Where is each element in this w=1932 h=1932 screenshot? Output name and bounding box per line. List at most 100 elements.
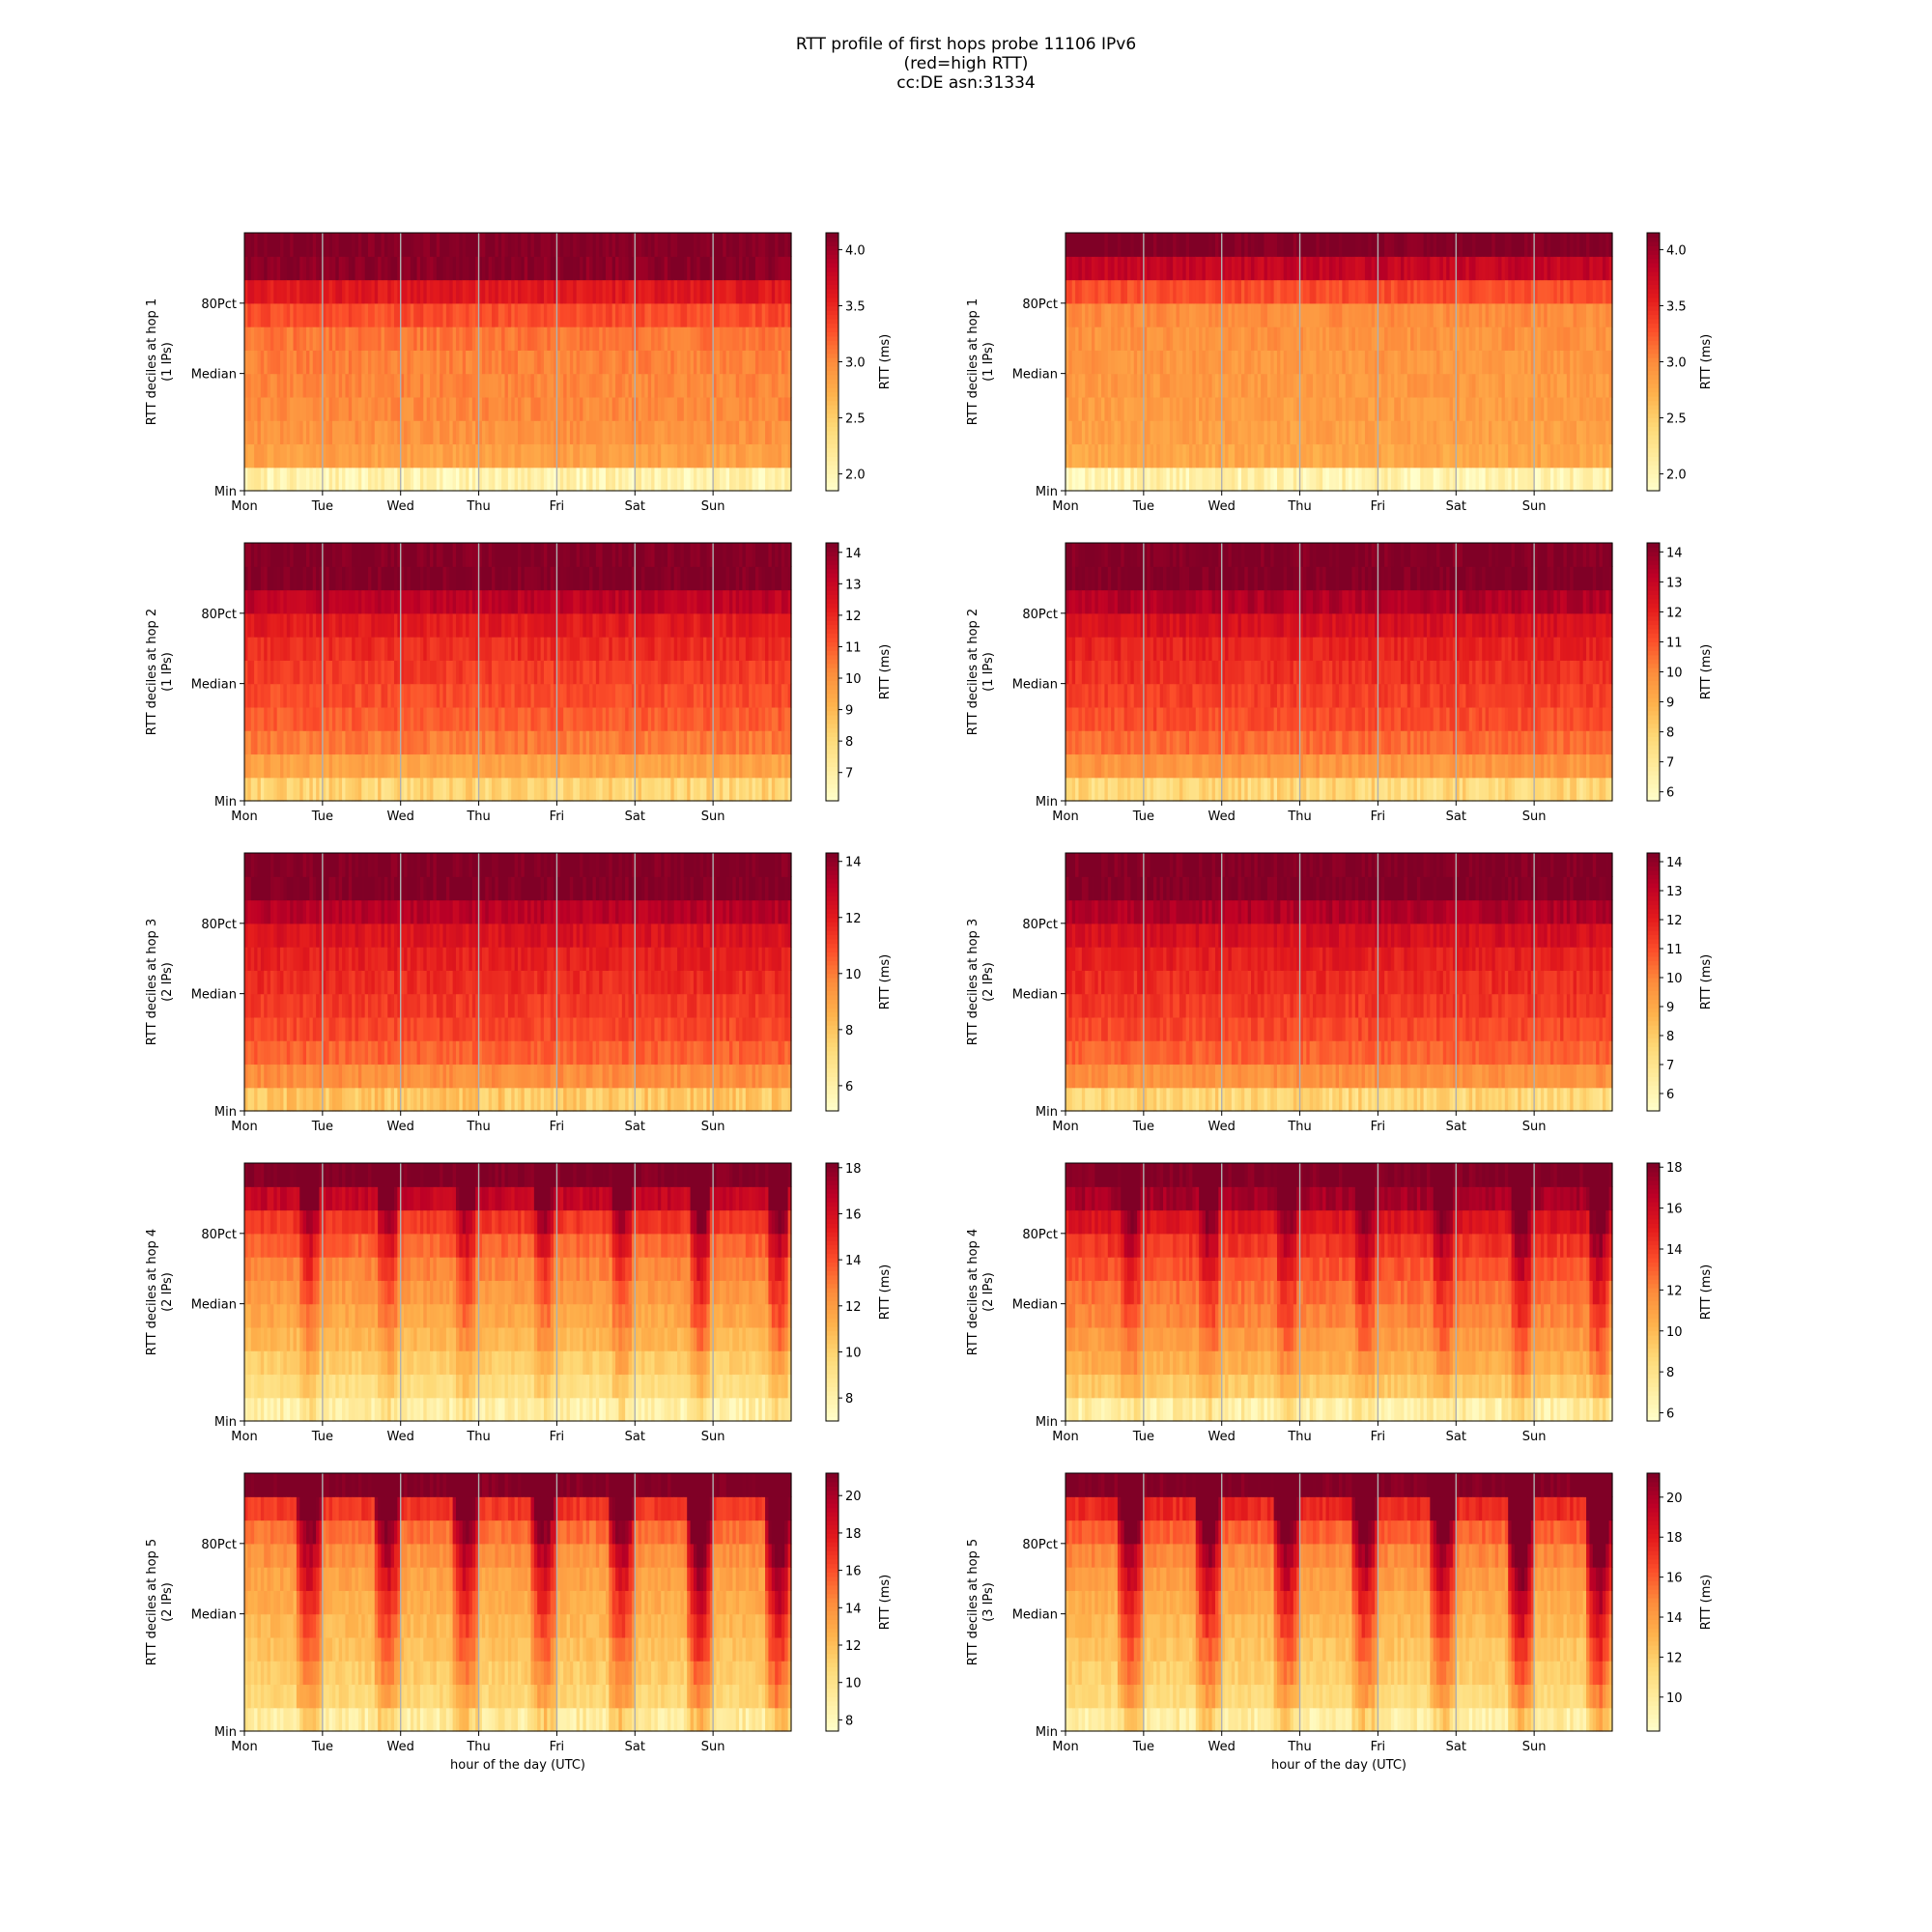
- colorbar-segment: [1647, 284, 1660, 290]
- heatmap-cell: [599, 443, 604, 469]
- heatmap-cell: [290, 467, 295, 492]
- heatmap-cell: [331, 256, 336, 281]
- heatmap-cell: [319, 396, 324, 421]
- heatmap-cell: [257, 256, 262, 281]
- heatmap-cell: [459, 302, 464, 327]
- colorbar-segment: [1647, 379, 1660, 384]
- heatmap-cell: [527, 396, 532, 421]
- heatmap-cell: [423, 467, 428, 492]
- heatmap-cell: [299, 396, 304, 421]
- colorbar-segment: [1647, 421, 1660, 427]
- heatmap-cell: [605, 443, 610, 469]
- heatmap-cell: [481, 467, 486, 492]
- heatmap-cell: [471, 467, 476, 492]
- heatmap-cell: [559, 420, 564, 445]
- heatmap-cell: [419, 420, 424, 445]
- heatmap-cell: [348, 279, 353, 304]
- heatmap-cell: [605, 373, 610, 398]
- heatmap-cell: [504, 279, 509, 304]
- heatmap-cell: [527, 302, 532, 327]
- heatmap-cell: [312, 233, 317, 257]
- heatmap-cell: [331, 302, 336, 327]
- heatmap-cell: [244, 233, 248, 257]
- colorbar-segment: [1647, 477, 1660, 483]
- heatmap-cell: [497, 396, 502, 421]
- heatmap-cell: [550, 233, 554, 257]
- heatmap-cell: [260, 373, 265, 398]
- heatmap-cell: [440, 327, 444, 351]
- heatmap-cell: [319, 233, 324, 257]
- heatmap-cell: [423, 279, 428, 304]
- heatmap-cell: [404, 373, 409, 398]
- heatmap-cell: [407, 373, 412, 398]
- colorbar-segment: [1647, 279, 1660, 285]
- heatmap-cell: [433, 420, 438, 445]
- heatmap-cell: [335, 373, 340, 398]
- heatmap-cell: [459, 396, 464, 421]
- heatmap-cell: [514, 467, 519, 492]
- heatmap-cell: [469, 233, 473, 257]
- heatmap-cell: [471, 302, 476, 327]
- colorbar-segment: [1647, 361, 1660, 367]
- heatmap-cell: [407, 327, 412, 351]
- heatmap-cell: [338, 233, 343, 257]
- heatmap-cell: [309, 373, 314, 398]
- heatmap-cell: [475, 279, 480, 304]
- heatmap-cell: [397, 396, 402, 421]
- heatmap-cell: [267, 279, 271, 304]
- heatmap-cell: [478, 420, 483, 445]
- heatmap-cell: [527, 327, 532, 351]
- colorbar-segment: [826, 482, 838, 488]
- heatmap-cell: [475, 327, 480, 351]
- heatmap-cell: [576, 302, 581, 327]
- heatmap-cell: [492, 420, 497, 445]
- heatmap-cell: [537, 396, 542, 421]
- heatmap-cell: [280, 396, 285, 421]
- heatmap-cell: [462, 302, 467, 327]
- heatmap-cell: [331, 467, 336, 492]
- heatmap-cell: [550, 302, 554, 327]
- heatmap-cell: [407, 350, 412, 375]
- heatmap-cell: [485, 256, 490, 281]
- heatmap-cell: [264, 279, 269, 304]
- heatmap-cell: [540, 467, 545, 492]
- heatmap-cell: [466, 350, 470, 375]
- heatmap-cell: [469, 396, 473, 421]
- heatmap-cell: [390, 467, 395, 492]
- heatmap-cell: [462, 467, 467, 492]
- heatmap-cell: [384, 233, 388, 257]
- heatmap-cells: [244, 233, 792, 492]
- heatmap-cell: [296, 327, 300, 351]
- heatmap-cell: [416, 396, 421, 421]
- heatmap-cell: [524, 302, 528, 327]
- heatmap-cell: [511, 373, 516, 398]
- heatmap-cell: [504, 420, 509, 445]
- heatmap-cell: [387, 256, 392, 281]
- heatmap-cell: [296, 350, 300, 375]
- heatmap-cell: [397, 373, 402, 398]
- heatmap-cell: [331, 420, 336, 445]
- heatmap-cell: [283, 443, 288, 469]
- y-tick-label: Min: [214, 485, 237, 499]
- heatmap-cell: [368, 350, 372, 375]
- heatmap-cell: [433, 233, 438, 257]
- heatmap-cell: [335, 233, 340, 257]
- heatmap-cell: [355, 279, 359, 304]
- heatmap-cell: [488, 327, 493, 351]
- heatmap-cell: [550, 350, 554, 375]
- heatmap-cell: [550, 373, 554, 398]
- heatmap-cell: [283, 350, 288, 375]
- heatmap-cell: [280, 279, 285, 304]
- heatmap-cell: [348, 467, 353, 492]
- heatmap-cell: [455, 327, 460, 351]
- heatmap-cells: [244, 543, 792, 802]
- heatmap-cell: [319, 467, 324, 492]
- heatmap-cell: [244, 256, 248, 281]
- heatmap-cell: [475, 396, 480, 421]
- heatmap-cell: [488, 350, 493, 375]
- colorbar-segment: [826, 409, 838, 414]
- heatmap-cell: [485, 279, 490, 304]
- heatmap-cell: [475, 420, 480, 445]
- heatmap-cell: [440, 302, 444, 327]
- heatmap-cell: [419, 302, 424, 327]
